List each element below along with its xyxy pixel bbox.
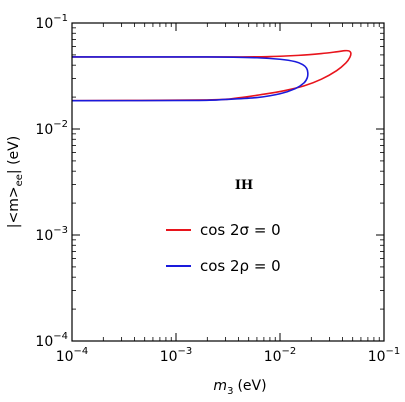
x-tick-label: 10−3 [160, 346, 193, 365]
legend: cos 2σ = 0 cos 2ρ = 0 [166, 221, 281, 275]
x-tick-label-base: 10 [368, 349, 386, 365]
y-tick-label: 10−2 [35, 119, 68, 138]
x-tick-label-exp: −4 [74, 346, 89, 357]
legend-label-1: cos 2σ = 0 [200, 221, 281, 239]
legend-label-2: cos 2ρ = 0 [200, 257, 281, 275]
x-tick-label-exp: −2 [282, 346, 297, 357]
x-tick-label: 10−4 [56, 346, 89, 365]
y-tick-label: 10−1 [35, 13, 68, 32]
y-tick-label-base: 10 [35, 228, 53, 244]
x-axis-title: m3 (eV) [213, 378, 266, 397]
series-curve-1 [71, 49, 352, 102]
y-tick-label-base: 10 [35, 334, 53, 350]
plot-frame [71, 22, 385, 342]
x-tick-label: 10−1 [368, 346, 401, 365]
y-axis-title: |<m>ee| (eV) [6, 136, 25, 228]
y-tick-label-base: 10 [35, 122, 53, 138]
y-axis-title-sub: ee [14, 174, 25, 186]
y-tick-label-exp: −1 [53, 13, 68, 24]
y-axis-title-pre: |<m> [6, 186, 22, 228]
y-tick-label-exp: −4 [53, 331, 68, 342]
annotation-ih: IH [235, 178, 253, 193]
series-curve-2 [71, 56, 309, 102]
x-tick-label-base: 10 [56, 349, 74, 365]
y-axis-title-post: | (eV) [6, 136, 22, 174]
curves [71, 49, 352, 102]
y-tick-label: 10−4 [35, 331, 68, 350]
x-axis-title-unit: (eV) [237, 378, 266, 394]
x-tick-label-base: 10 [264, 349, 282, 365]
x-tick-label-exp: −1 [386, 346, 401, 357]
x-axis-title-sub: 3 [227, 386, 233, 397]
y-tick-label: 10−3 [35, 225, 68, 244]
x-axis-title-base: m [213, 378, 227, 394]
x-tick-label-base: 10 [160, 349, 178, 365]
x-tick-label-exp: −3 [178, 346, 193, 357]
y-tick-label-base: 10 [35, 16, 53, 32]
x-tick-label: 10−2 [264, 346, 297, 365]
tick-labels: 10−4 10−3 10−2 10−110−410−310−210−1 [35, 13, 400, 365]
y-tick-label-exp: −3 [53, 225, 68, 236]
y-tick-label-exp: −2 [53, 119, 68, 130]
